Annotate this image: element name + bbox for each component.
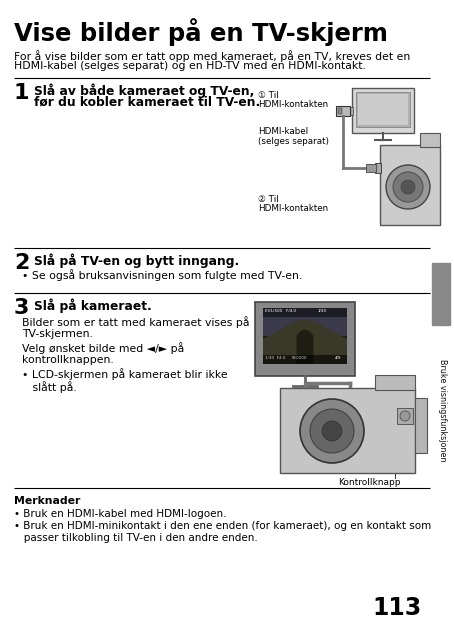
Text: Merknader: Merknader <box>14 496 80 506</box>
Text: Slå av både kameraet og TV-en,: Slå av både kameraet og TV-en, <box>34 83 254 97</box>
Text: EV1/500   F/4.0: EV1/500 F/4.0 <box>265 309 296 313</box>
Circle shape <box>401 180 415 194</box>
Text: Velg ønsket bilde med ◄/► på: Velg ønsket bilde med ◄/► på <box>22 342 184 354</box>
Bar <box>356 92 410 127</box>
Circle shape <box>393 172 423 202</box>
Text: 1/30  F4.0     ISO200: 1/30 F4.0 ISO200 <box>265 356 306 360</box>
Bar <box>336 106 350 116</box>
Bar <box>263 308 347 336</box>
Bar <box>432 263 450 325</box>
Text: HDMI-kontakten: HDMI-kontakten <box>258 100 328 109</box>
Text: 113: 113 <box>373 596 422 620</box>
Polygon shape <box>263 319 347 364</box>
Text: HDMI-kontakten: HDMI-kontakten <box>258 204 328 213</box>
Circle shape <box>310 409 354 453</box>
Text: HDMI-kabel (selges separat) og en HD-TV med en HDMI-kontakt.: HDMI-kabel (selges separat) og en HD-TV … <box>14 61 366 71</box>
Bar <box>397 408 413 424</box>
Bar <box>358 94 408 125</box>
Text: Kontrollknapp: Kontrollknapp <box>338 478 400 487</box>
Text: HDMI-kabel: HDMI-kabel <box>258 127 308 136</box>
Text: TV-skjermen.: TV-skjermen. <box>22 329 93 339</box>
Polygon shape <box>296 329 313 364</box>
Text: 3: 3 <box>14 298 30 318</box>
Bar <box>380 145 440 225</box>
Bar <box>338 108 342 114</box>
Bar <box>349 107 353 115</box>
Text: For å vise bilder som er tatt opp med kameraet, på en TV, kreves det en: For å vise bilder som er tatt opp med ka… <box>14 50 410 62</box>
Bar <box>366 164 376 172</box>
Text: • LCD-skjermen på kameraet blir ikke: • LCD-skjermen på kameraet blir ikke <box>22 368 227 380</box>
Bar <box>263 336 347 364</box>
Text: passer tilkobling til TV-en i den andre enden.: passer tilkobling til TV-en i den andre … <box>14 533 258 543</box>
Bar <box>263 308 347 364</box>
Text: 1: 1 <box>14 83 30 103</box>
Text: Bilder som er tatt med kameraet vises på: Bilder som er tatt med kameraet vises på <box>22 316 250 328</box>
Circle shape <box>300 399 364 463</box>
Bar <box>375 163 381 173</box>
Text: Slå på TV-en og bytt inngang.: Slå på TV-en og bytt inngang. <box>34 253 239 268</box>
Text: 4/9: 4/9 <box>335 356 341 360</box>
Bar <box>280 388 415 473</box>
Text: ② Til: ② Til <box>258 195 279 204</box>
Text: • Bruk en HDMI-kabel med HDMI-logoen.: • Bruk en HDMI-kabel med HDMI-logoen. <box>14 509 227 519</box>
Bar <box>263 355 347 364</box>
Text: ① Til: ① Til <box>258 91 279 100</box>
Bar <box>415 398 427 453</box>
Text: Slå på kameraet.: Slå på kameraet. <box>34 298 152 312</box>
Text: kontrollknappen.: kontrollknappen. <box>22 355 114 365</box>
Circle shape <box>322 421 342 441</box>
Text: slått på.: slått på. <box>22 381 77 393</box>
Text: • Bruk en HDMI-minikontakt i den ene enden (for kameraet), og en kontakt som: • Bruk en HDMI-minikontakt i den ene end… <box>14 521 431 531</box>
Bar <box>263 308 347 317</box>
Bar <box>352 88 414 133</box>
Circle shape <box>400 411 410 421</box>
Bar <box>420 133 440 147</box>
Text: Vise bilder på en TV-skjerm: Vise bilder på en TV-skjerm <box>14 18 388 46</box>
Text: 1/30: 1/30 <box>318 309 327 313</box>
Text: før du kobler kameraet til TV-en.: før du kobler kameraet til TV-en. <box>34 96 260 109</box>
Text: Bruke visningsfunksjonen: Bruke visningsfunksjonen <box>439 359 448 461</box>
Bar <box>255 302 355 376</box>
Text: 2: 2 <box>14 253 30 273</box>
Circle shape <box>386 165 430 209</box>
Bar <box>375 375 415 390</box>
Text: • Se også bruksanvisningen som fulgte med TV-en.: • Se også bruksanvisningen som fulgte me… <box>22 269 302 281</box>
Text: (selges separat): (selges separat) <box>258 137 329 146</box>
